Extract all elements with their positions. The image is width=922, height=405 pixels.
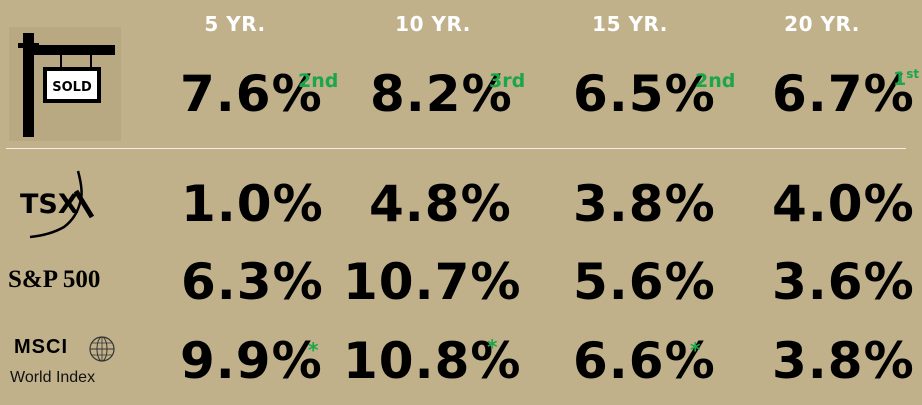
real-estate-20yr-rank: 1st [893, 67, 920, 90]
real-estate-10yr-rank: 3rd [489, 70, 526, 92]
sp500-15yr-value: 5.6% [573, 253, 716, 311]
real-estate-15yr-rank: 2nd [695, 70, 736, 92]
sp500-20yr-value: 3.6% [772, 253, 915, 311]
sp500-5yr-value: 6.3% [181, 253, 324, 311]
header-10yr: 10 YR. [395, 12, 471, 36]
real-estate-15yr-value: 6.5% [573, 65, 716, 123]
svg-text:SOLD: SOLD [52, 80, 92, 95]
tsx-20yr-value: 4.0% [772, 175, 915, 233]
tsx-logo: TSX [20, 163, 104, 243]
real-estate-5yr-value: 7.6% [180, 65, 323, 123]
msci-5yr-marker: * [308, 338, 319, 362]
row-divider [6, 148, 906, 149]
sp500-10yr-value: 10.7% [343, 253, 522, 311]
real-estate-20yr-value: 6.7% [772, 65, 915, 123]
msci-20yr-value: 3.8% [772, 332, 915, 390]
msci-sublabel: World Index [10, 369, 96, 386]
real-estate-10yr-value: 8.2% [370, 65, 513, 123]
msci-label: MSCI [14, 336, 68, 358]
header-5yr: 5 YR. [204, 12, 266, 36]
svg-text:TSX: TSX [20, 189, 79, 220]
msci-5yr-value: 9.9% [180, 332, 323, 390]
real-estate-sign-icon: SOLD [9, 27, 121, 141]
header-15yr: 15 YR. [592, 12, 668, 36]
header-20yr: 20 YR. [784, 12, 860, 36]
tsx-5yr-value: 1.0% [181, 175, 324, 233]
tsx-15yr-value: 3.8% [573, 175, 716, 233]
msci-15yr-marker: * [690, 338, 701, 362]
msci-10yr-marker: * [487, 335, 498, 359]
msci-10yr-value: 10.8% [343, 332, 522, 390]
globe-icon [88, 335, 116, 367]
sp500-label: S&P 500 [8, 266, 101, 293]
real-estate-5yr-rank: 2nd [298, 70, 339, 92]
msci-15yr-value: 6.6% [573, 332, 716, 390]
tsx-10yr-value: 4.8% [369, 175, 512, 233]
